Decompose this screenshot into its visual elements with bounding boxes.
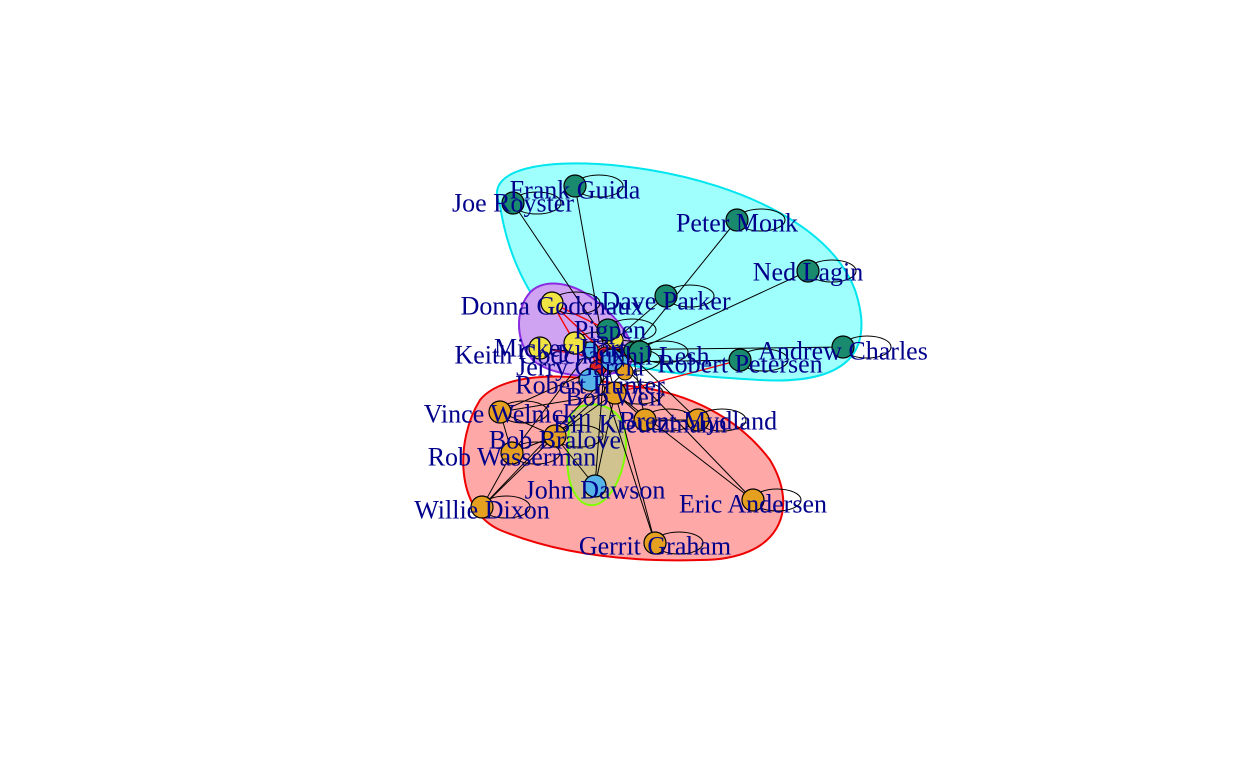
node-label: Bob Weir <box>565 383 665 412</box>
network-edge <box>594 354 606 487</box>
network-node <box>741 488 765 512</box>
network-node <box>596 318 620 342</box>
network-nodes <box>470 174 855 555</box>
network-node <box>470 495 494 519</box>
node-label: Willie Dixon <box>414 496 549 525</box>
network-node <box>654 284 678 308</box>
node-label: Dave Parker <box>601 287 731 316</box>
community-edge <box>614 392 656 544</box>
network-edge <box>619 361 754 501</box>
node-label: Robert Hunter <box>515 371 665 400</box>
node-label: Jerry Garcia <box>516 353 644 382</box>
network-node <box>563 174 587 198</box>
network-node <box>725 208 749 232</box>
network-node <box>728 348 752 372</box>
node-label: John Dawson <box>525 476 666 505</box>
network-node <box>543 424 567 448</box>
network-node <box>686 408 710 432</box>
network-node <box>796 259 820 283</box>
network-node <box>500 441 524 465</box>
node-label: Bill Kreutzmann <box>553 410 727 439</box>
node-label: Brent Mydland <box>619 407 777 436</box>
community-edge <box>499 392 616 413</box>
node-label: Peter Monk <box>676 209 798 238</box>
node-label: Andrew Charles <box>758 337 928 366</box>
network-node <box>501 191 525 215</box>
node-label: Joe Royster <box>452 189 574 218</box>
node-label: Donna Godchaux <box>461 292 644 321</box>
network-node <box>633 408 657 432</box>
node-label: Pigpen <box>574 316 646 345</box>
node-label: Ned Lagin <box>753 258 863 287</box>
network-node <box>583 474 607 498</box>
network-node <box>600 348 624 372</box>
network-node <box>643 531 667 555</box>
network-node <box>628 340 652 364</box>
node-label: Robert Petersen <box>657 350 822 379</box>
network-node <box>528 336 552 360</box>
network-node <box>540 291 564 315</box>
network-edge <box>511 349 591 454</box>
node-label: Keith Godchaux <box>454 341 625 370</box>
community-hulls <box>462 162 863 562</box>
node-label: Mickey Hart <box>494 334 627 363</box>
node-label: Rob Wasserman <box>428 443 597 472</box>
community-hull-olive <box>566 403 627 507</box>
node-label: Eric Andersen <box>679 490 827 519</box>
network-node <box>488 400 512 424</box>
cross-community-edge <box>614 359 741 394</box>
network-node <box>603 381 627 405</box>
node-label: Bob Bralove <box>489 426 621 455</box>
community-edge <box>554 392 616 437</box>
hub-node <box>616 363 634 381</box>
network-node <box>831 335 855 359</box>
network-node <box>578 368 602 392</box>
network-node <box>563 331 587 355</box>
community-edge <box>481 435 556 508</box>
node-label: Frank Guida <box>510 176 641 205</box>
node-label: Vince Welnick <box>424 400 577 429</box>
community-edge <box>594 392 616 487</box>
node-label: Gerrit Graham <box>579 532 731 561</box>
node-label: Phil Lesh <box>611 342 710 371</box>
